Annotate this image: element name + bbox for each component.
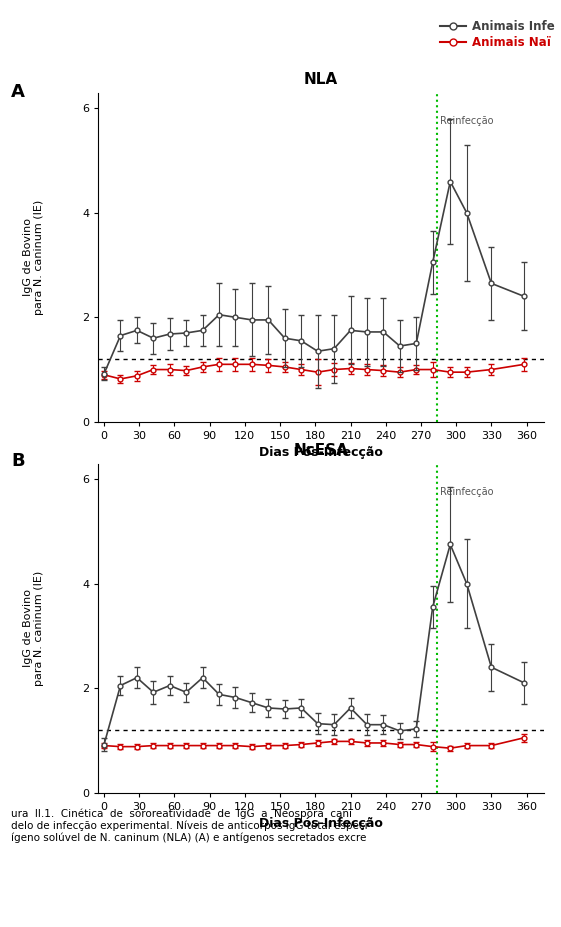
Legend: Animais Infe, Animais Naï: Animais Infe, Animais Naï [440, 19, 555, 49]
Text: A: A [11, 83, 25, 101]
Text: ura  II.1.  Cinética  de  sororeatividade  de  IgG  a  Neospora  cani
delo de in: ura II.1. Cinética de sororeatividade de… [11, 808, 368, 844]
Title: NLA: NLA [304, 72, 338, 87]
Text: B: B [11, 452, 25, 470]
X-axis label: Dias Pós-Infecção: Dias Pós-Infecção [259, 447, 383, 460]
Text: Reinfecção: Reinfecção [440, 116, 493, 126]
Text: Reinfecção: Reinfecção [440, 487, 493, 497]
Title: NcESA: NcESA [294, 443, 348, 458]
X-axis label: Dias Pós-Infecção: Dias Pós-Infecção [259, 818, 383, 831]
Text: IgG de Bovino
para N. caninum (IE): IgG de Bovino para N. caninum (IE) [22, 570, 44, 686]
Text: IgG de Bovino
para N. caninum (IE): IgG de Bovino para N. caninum (IE) [22, 199, 44, 315]
